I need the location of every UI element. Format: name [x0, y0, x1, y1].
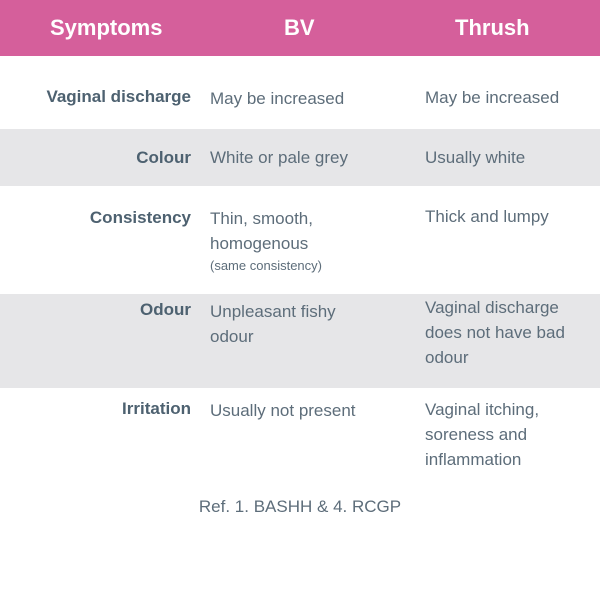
symptom-label: Vaginal discharge [46, 87, 191, 106]
table-row-vaginal-discharge: Vaginal discharge May be increased May b… [0, 75, 600, 125]
bv-value: May be increased [210, 89, 345, 108]
thrush-value: Thick and lumpy [425, 207, 549, 226]
header-symptoms: Symptoms [50, 15, 163, 40]
bv-note: (same consistency) [210, 258, 322, 273]
table-row-consistency: Consistency Thin, smooth, homogenous (sa… [0, 186, 600, 294]
symptom-label: Consistency [89, 208, 191, 227]
bv-value: Unpleasant fishy odour [210, 302, 336, 346]
bv-value: Thin, smooth, homogenous [210, 209, 313, 253]
bv-value-wrap: Thin, smooth, homogenous (same consisten… [210, 206, 370, 276]
thrush-value: Usually white [425, 148, 526, 167]
table-header: Symptoms BV Thrush [0, 0, 600, 56]
symptom-label: Odour [140, 300, 191, 319]
reference-footer: Ref. 1. BASHH & 4. RCGP [198, 497, 402, 516]
header-bv: BV [284, 15, 315, 40]
table-row-odour: Odour Unpleasant fishy odour Vaginal dis… [0, 294, 600, 388]
bv-value: Usually not present [210, 401, 356, 420]
thrush-value: Vaginal discharge does not have bad odou… [425, 298, 565, 367]
table-row-colour: Colour White or pale grey Usually white [0, 129, 600, 186]
table-row-irritation: Irritation Usually not present Vaginal i… [0, 388, 600, 478]
symptom-label: Colour [136, 148, 191, 167]
thrush-value: Vaginal itching, soreness and inflammati… [425, 400, 540, 469]
bv-value: White or pale grey [210, 148, 348, 167]
header-thrush: Thrush [455, 15, 530, 40]
thrush-value: May be increased [425, 88, 560, 107]
symptom-label: Irritation [122, 399, 191, 418]
